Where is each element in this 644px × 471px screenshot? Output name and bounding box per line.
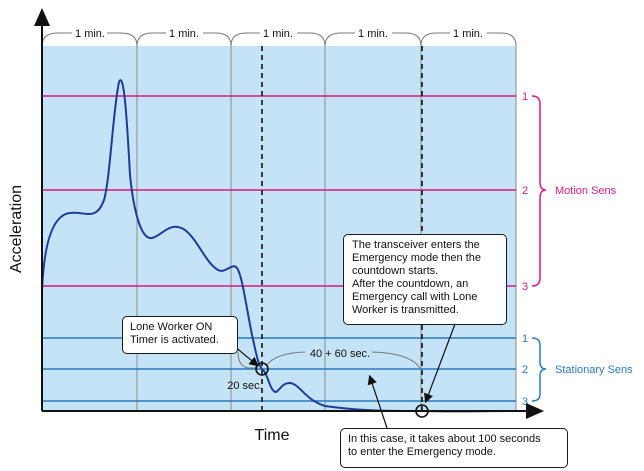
motion-level-2: 2 — [522, 185, 528, 197]
emergency-callout-line-2: Emergency mode then the — [352, 252, 482, 264]
twenty-second-bracket — [237, 351, 258, 369]
lone-worker-callout-line-2: Timer is activated. — [130, 334, 219, 346]
minute-brace-5 — [420, 32, 517, 47]
lone-worker-callout: Lone Worker ON Timer is activated. — [122, 316, 238, 354]
minute-label-1: 1 min. — [75, 28, 105, 40]
motion-level-1: 1 — [522, 91, 528, 103]
emergency-callout: The transceiver enters the Emergency mod… — [343, 234, 507, 325]
stationary-level-1: 1 — [522, 333, 528, 345]
timer-activation-point — [255, 362, 269, 376]
emergency-callout-line-1: The transceiver enters the — [352, 239, 480, 251]
minute-braces — [41, 32, 517, 47]
stationary-brace — [531, 337, 547, 402]
hundred-second-label: 40 + 60 sec. — [310, 348, 370, 360]
minute-label-4: 1 min. — [358, 28, 388, 40]
plot-background — [42, 46, 516, 411]
duration-callout: In this case, it takes about 100 seconds… — [340, 428, 568, 468]
emergency-pointer — [424, 323, 456, 404]
duration-callout-line-1: In this case, it takes about 100 seconds — [348, 433, 541, 445]
y-axis-label: Acceleration — [8, 185, 25, 273]
emergency-callout-line-3: countdown starts. — [352, 265, 439, 277]
duration-pointer — [367, 374, 388, 429]
minute-label-5: 1 min. — [453, 28, 483, 40]
emergency-callout-line-5: Emergency call with Lone — [352, 291, 478, 303]
motion-brace — [531, 95, 547, 287]
emergency-callout-line-4: After the countdown, an — [352, 278, 469, 290]
minute-label-2: 1 min. — [169, 28, 199, 40]
minute-label-3: 1 min. — [263, 28, 293, 40]
acceleration-curve — [41, 79, 517, 413]
duration-callout-line-2: to enter the Emergency mode. — [348, 446, 496, 458]
emergency-callout-line-6: Worker is transmitted. — [352, 304, 459, 316]
stationary-level-2: 2 — [522, 364, 528, 376]
twenty-second-label: 20 sec. — [227, 380, 262, 392]
stationary-sens-label: Stationary Sens — [555, 364, 633, 376]
stationary-level-3: 3 — [522, 396, 528, 408]
lone-worker-callout-line-1: Lone Worker ON — [130, 321, 213, 333]
hundred-second-bracket — [265, 351, 421, 369]
stationary-threshold-lines — [42, 337, 516, 402]
motion-sens-label: Motion Sens — [555, 185, 617, 197]
motion-level-3: 3 — [522, 281, 528, 293]
x-axis-label: Time — [255, 427, 290, 444]
